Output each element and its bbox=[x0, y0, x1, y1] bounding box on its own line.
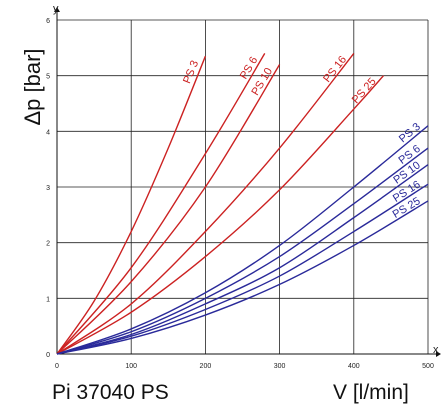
x-axis-title: V [l/min] bbox=[333, 381, 409, 404]
y-axis-arrow bbox=[54, 7, 60, 12]
series-line-blue-ps10 bbox=[56, 164, 429, 355]
grid bbox=[57, 19, 429, 354]
y-axis-letter: y bbox=[53, 3, 59, 15]
x-axis-letter: x bbox=[433, 344, 439, 356]
series-line-blue-ps25 bbox=[56, 200, 429, 355]
series-label-red-ps16: PS 16 bbox=[321, 54, 349, 85]
x-tick-label-200: 200 bbox=[200, 363, 212, 370]
y-tick-label-0: 0 bbox=[46, 352, 50, 359]
series-line-red-ps25 bbox=[56, 75, 385, 355]
y-tick-label-1: 1 bbox=[46, 296, 50, 303]
series-lines bbox=[56, 52, 429, 355]
series-line-red-ps16 bbox=[56, 52, 355, 355]
series-line-blue-ps6 bbox=[56, 147, 429, 355]
axes: 0 100 200 300 400 500 0 1 2 3 4 5 6 bbox=[46, 7, 441, 370]
series-line-blue-ps16 bbox=[56, 183, 429, 355]
x-tick-label-300: 300 bbox=[274, 363, 286, 370]
y-tick-label-6: 6 bbox=[46, 18, 50, 25]
y-tick-label-3: 3 bbox=[46, 185, 50, 192]
x-tick-label-500: 500 bbox=[422, 363, 434, 370]
product-caption: Pi 37040 PS bbox=[52, 381, 169, 404]
y-axis-title: Δp [bar] bbox=[20, 48, 45, 125]
series-line-red-ps6 bbox=[56, 53, 266, 355]
y-tick-label-2: 2 bbox=[46, 241, 50, 248]
x-tick-label-0: 0 bbox=[55, 363, 59, 370]
series-label-red-ps3: PS 3 bbox=[181, 59, 201, 86]
series-line-blue-ps3 bbox=[56, 125, 429, 355]
x-axis-arrow bbox=[436, 351, 441, 357]
x-tick-label-400: 400 bbox=[348, 363, 360, 370]
series-line-red-ps10 bbox=[56, 64, 281, 355]
y-tick-label-5: 5 bbox=[46, 74, 50, 81]
series-line-red-ps3 bbox=[56, 55, 207, 355]
x-tick-label-100: 100 bbox=[125, 363, 137, 370]
y-tick-label-4: 4 bbox=[46, 129, 50, 136]
